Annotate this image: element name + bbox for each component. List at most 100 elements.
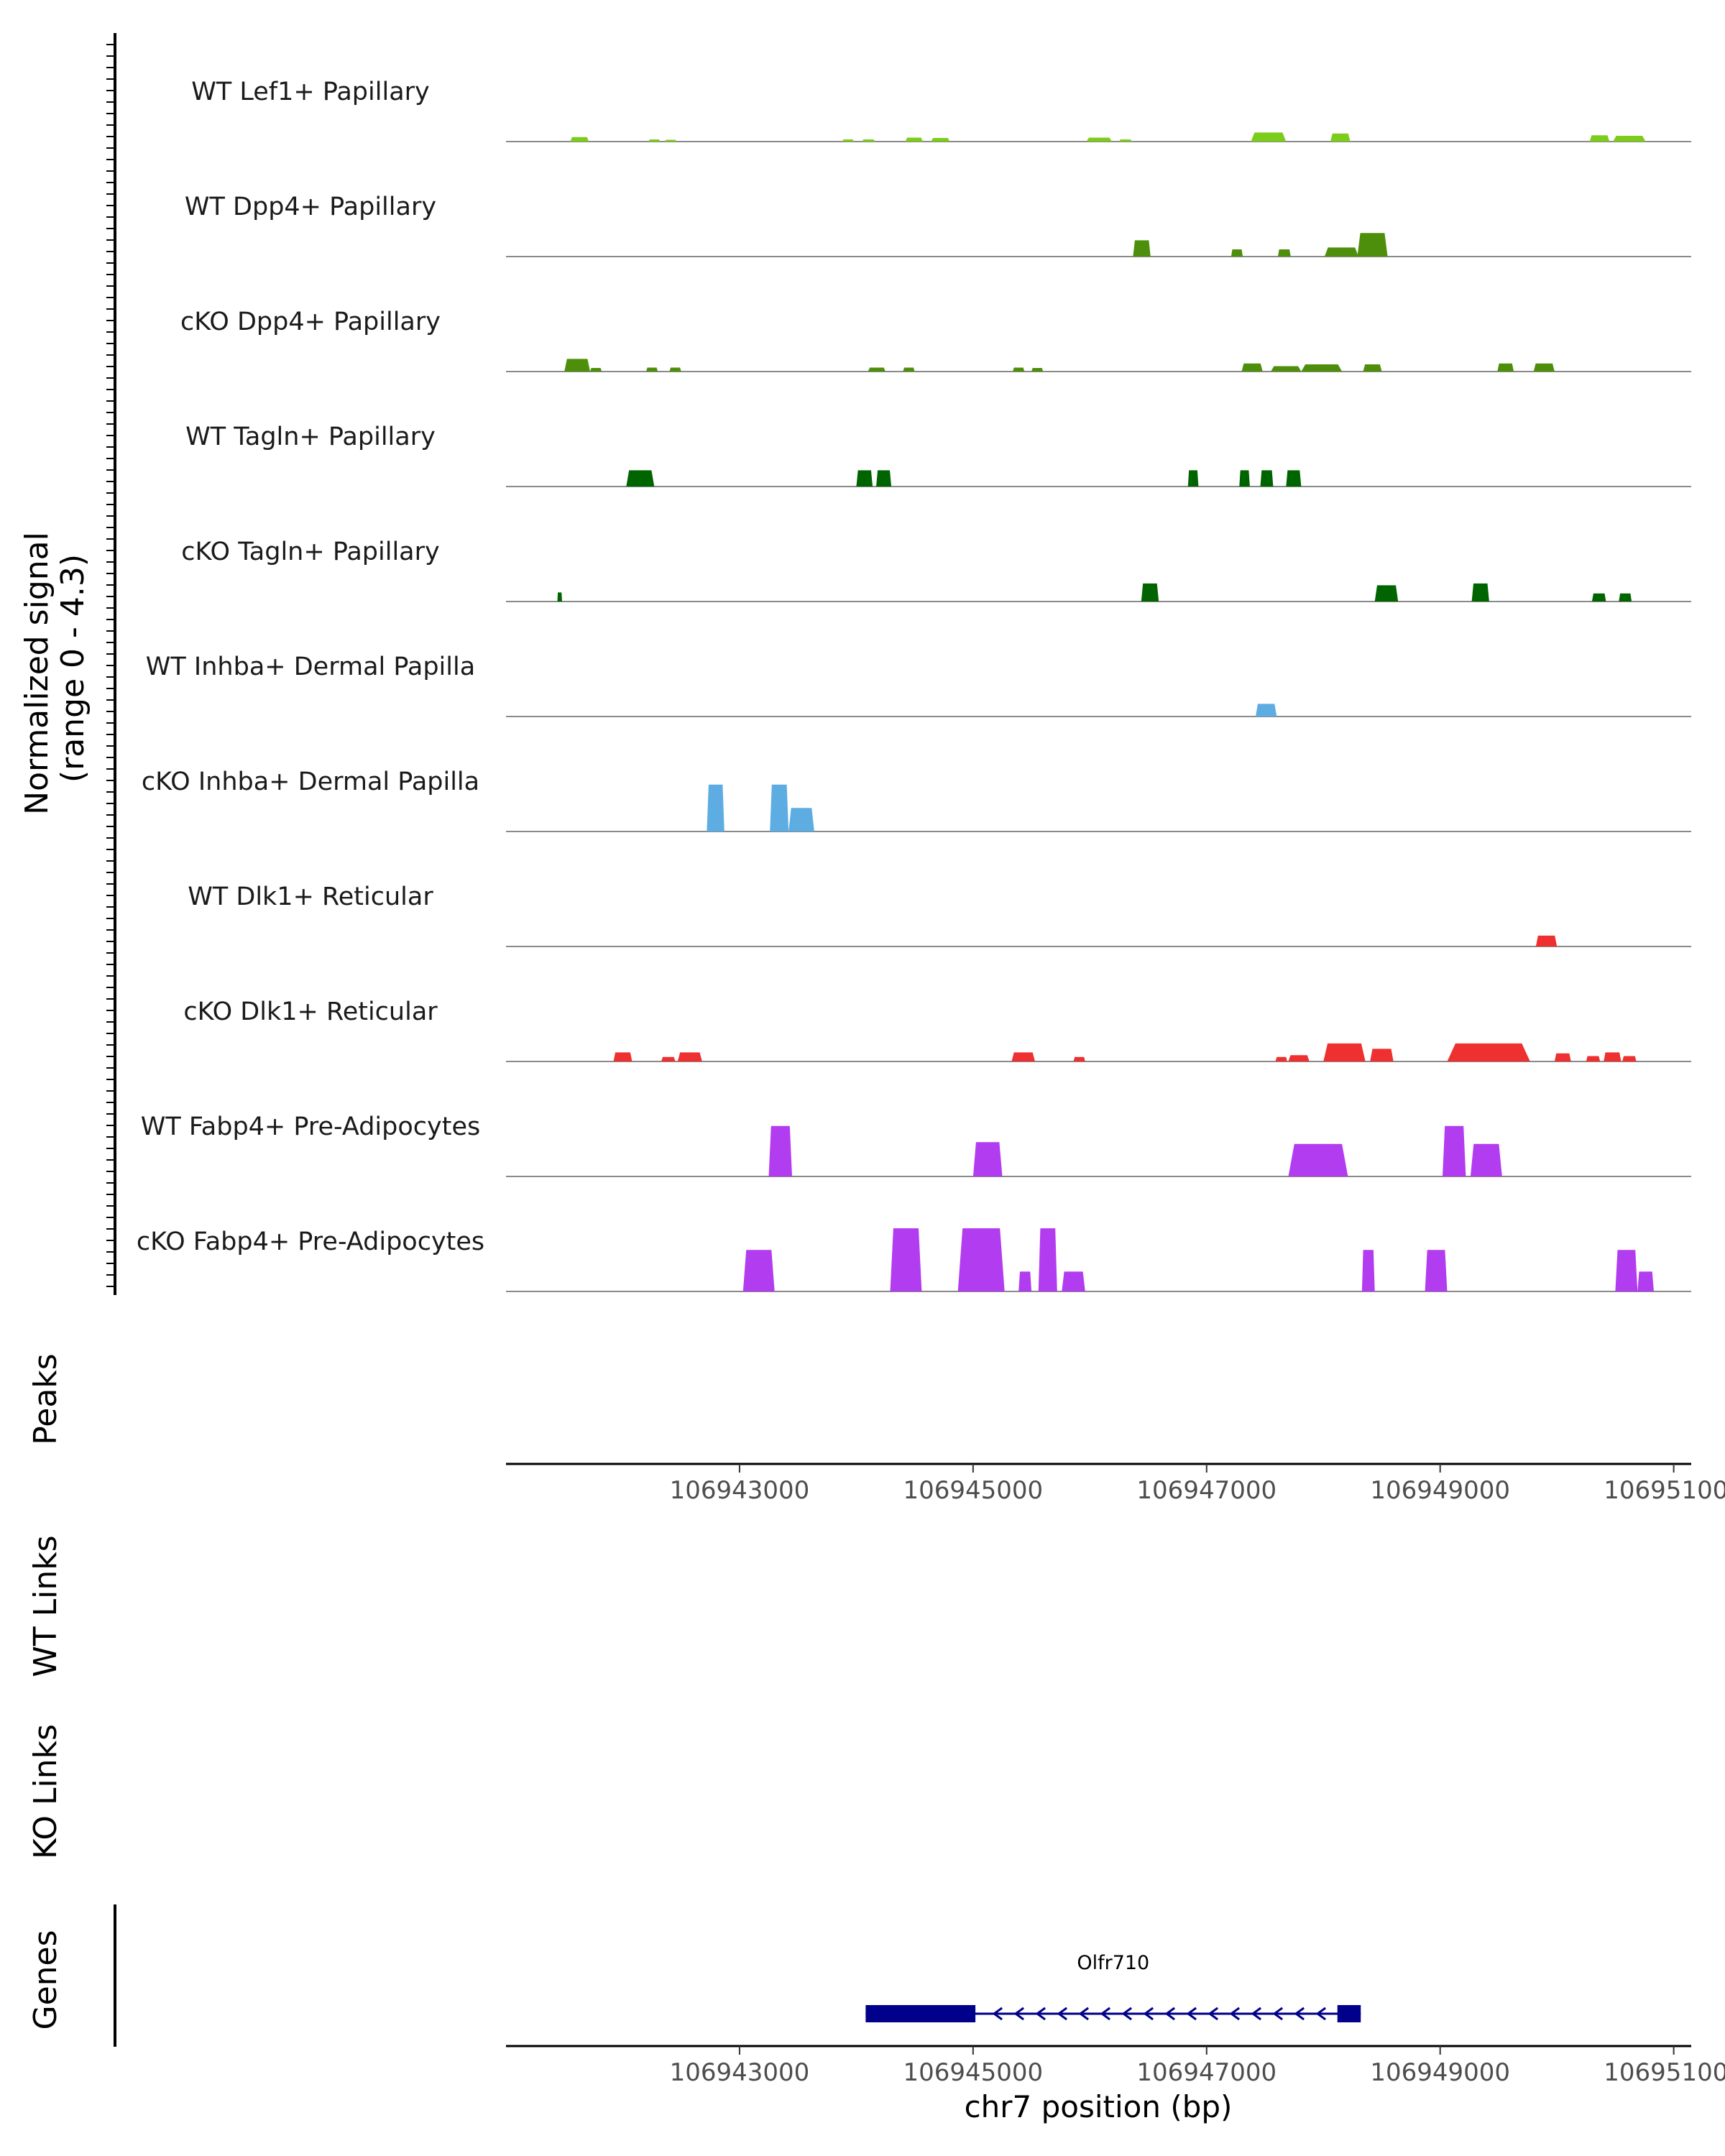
- coverage-peak: [1133, 240, 1151, 257]
- track-7: cKO Inhba+ Dermal Papilla: [142, 768, 1691, 832]
- strand-arrow: [992, 2007, 1003, 2021]
- coverage-peak: [1241, 363, 1263, 372]
- ko-links-panel-title: KO Links: [27, 1724, 64, 1859]
- gene-model: Olfr710: [865, 1952, 1361, 2022]
- coverage-y-title-line-1: Normalized signal: [19, 532, 55, 815]
- coverage-peak: [570, 137, 589, 142]
- coverage-peak: [1361, 1250, 1375, 1291]
- track-label: WT Tagln+ Papillary: [185, 423, 436, 451]
- x-axis-title: chr7 position (bp): [965, 2089, 1233, 2124]
- coverage-peak: [742, 1250, 775, 1291]
- track-10: WT Fabp4+ Pre-Adipocytes: [141, 1112, 1691, 1177]
- coverage-peak: [1497, 363, 1514, 372]
- coverage-peak: [1604, 1052, 1622, 1061]
- coverage-peak: [1535, 935, 1558, 946]
- strand-arrow: [1035, 2007, 1046, 2021]
- coverage-peak: [613, 1052, 632, 1061]
- strand-arrow: [1078, 2007, 1089, 2021]
- coverage-peak: [1554, 1053, 1571, 1061]
- coverage-peak: [590, 368, 602, 372]
- x-tick-label: 106947000: [1136, 2058, 1276, 2087]
- coverage-peak: [1086, 137, 1113, 142]
- coverage-peak: [1374, 585, 1399, 602]
- x-tick-label: 106951000: [1604, 1476, 1725, 1505]
- coverage-peak: [842, 139, 855, 142]
- track-label: cKO Dlk1+ Reticular: [183, 998, 438, 1026]
- x-tick-label: 106945000: [903, 2058, 1044, 2087]
- coverage-peak: [1275, 1056, 1287, 1061]
- strand-arrow: [1186, 2007, 1197, 2021]
- coverage-peak: [1277, 249, 1291, 257]
- coverage-peak: [1031, 368, 1044, 372]
- coverage-peak: [1586, 1056, 1601, 1061]
- coverage-peak: [1619, 593, 1632, 602]
- coverage-peak: [707, 784, 724, 831]
- gene-name-label: Olfr710: [1077, 1952, 1149, 1974]
- track-6: WT Inhba+ Dermal Papilla: [146, 653, 1691, 717]
- coverage-peak: [1251, 132, 1287, 142]
- coverage-peak: [770, 784, 789, 831]
- peaks-panel-title: Peaks: [27, 1353, 64, 1445]
- coverage-peak: [856, 470, 873, 487]
- coverage-peak: [646, 367, 658, 372]
- strand-arrow: [1013, 2007, 1024, 2021]
- coverage-peak: [1239, 470, 1250, 487]
- coverage-peak: [1271, 366, 1302, 372]
- track-9: cKO Dlk1+ Reticular: [183, 998, 1691, 1062]
- strand-arrow: [1229, 2007, 1240, 2021]
- coverage-peak: [1073, 1056, 1085, 1061]
- coverage-peak: [557, 592, 562, 602]
- gene-exon: [865, 2005, 976, 2022]
- coverage-peak: [1589, 135, 1610, 142]
- x-tick-label: 106947000: [1136, 1476, 1276, 1505]
- coverage-peak: [972, 1142, 1003, 1176]
- coverage-peak: [664, 139, 677, 142]
- track-label: WT Lef1+ Papillary: [191, 78, 430, 106]
- track-11: cKO Fabp4+ Pre-Adipocytes: [137, 1227, 1691, 1292]
- coverage-peak: [1288, 1143, 1348, 1176]
- coverage-peak: [1425, 1250, 1448, 1291]
- track-4: WT Tagln+ Papillary: [185, 423, 1691, 487]
- strand-arrow: [1294, 2007, 1305, 2021]
- x-tick-label: 106943000: [670, 2058, 810, 2087]
- coverage-y-ticks: [106, 44, 115, 1287]
- coverage-peak: [1591, 593, 1606, 602]
- coverage-peak: [1443, 1125, 1466, 1176]
- x-tick-label: 106949000: [1370, 1476, 1510, 1505]
- strand-arrow: [1057, 2007, 1067, 2021]
- strand-arrow: [1143, 2007, 1154, 2021]
- coverage-peak: [1013, 367, 1025, 372]
- strand-arrow: [1272, 2007, 1283, 2021]
- x-tick-label: 106951000: [1604, 2058, 1725, 2087]
- gene-exon: [1337, 2005, 1361, 2022]
- genes-panel-title: Genes: [27, 1930, 64, 2030]
- coverage-peak: [1324, 247, 1358, 257]
- genes-x-ticks: 106943000 106945000 106947000 106949000 1069…: [670, 2046, 1725, 2087]
- coverage-peak: [903, 367, 915, 372]
- coverage-peak: [669, 367, 681, 372]
- track-5: cKO Tagln+ Papillary: [181, 538, 1691, 602]
- strand-arrow: [1208, 2007, 1218, 2021]
- x-tick-label: 106949000: [1370, 2058, 1510, 2087]
- strand-arrow: [1100, 2007, 1110, 2021]
- coverage-tracks: WT Lef1+ Papillary WT Dpp4+ Papillary cKO …: [137, 78, 1691, 1292]
- track-label: WT Dlk1+ Reticular: [188, 883, 433, 911]
- coverage-peak: [1256, 704, 1277, 717]
- x-tick-label: 106943000: [670, 1476, 810, 1505]
- track-2: WT Dpp4+ Papillary: [185, 193, 1691, 257]
- wt-links-panel-title: WT Links: [27, 1535, 64, 1677]
- track-label: cKO Inhba+ Dermal Papilla: [142, 768, 479, 796]
- coverage-peak: [1357, 233, 1388, 257]
- coverage-peak: [868, 367, 886, 372]
- coverage-peak: [1370, 1049, 1394, 1061]
- coverage-peak: [1288, 1055, 1310, 1061]
- coverage-peak: [661, 1056, 676, 1061]
- coverage-peak: [1622, 1056, 1637, 1061]
- coverage-peak: [1018, 1271, 1032, 1291]
- track-label: WT Dpp4+ Papillary: [185, 193, 436, 221]
- coverage-y-title-line-2: (range 0 - 4.3): [55, 554, 91, 783]
- coverage-peak: [788, 808, 814, 831]
- coverage-peak: [876, 470, 892, 487]
- coverage-peak: [626, 470, 655, 487]
